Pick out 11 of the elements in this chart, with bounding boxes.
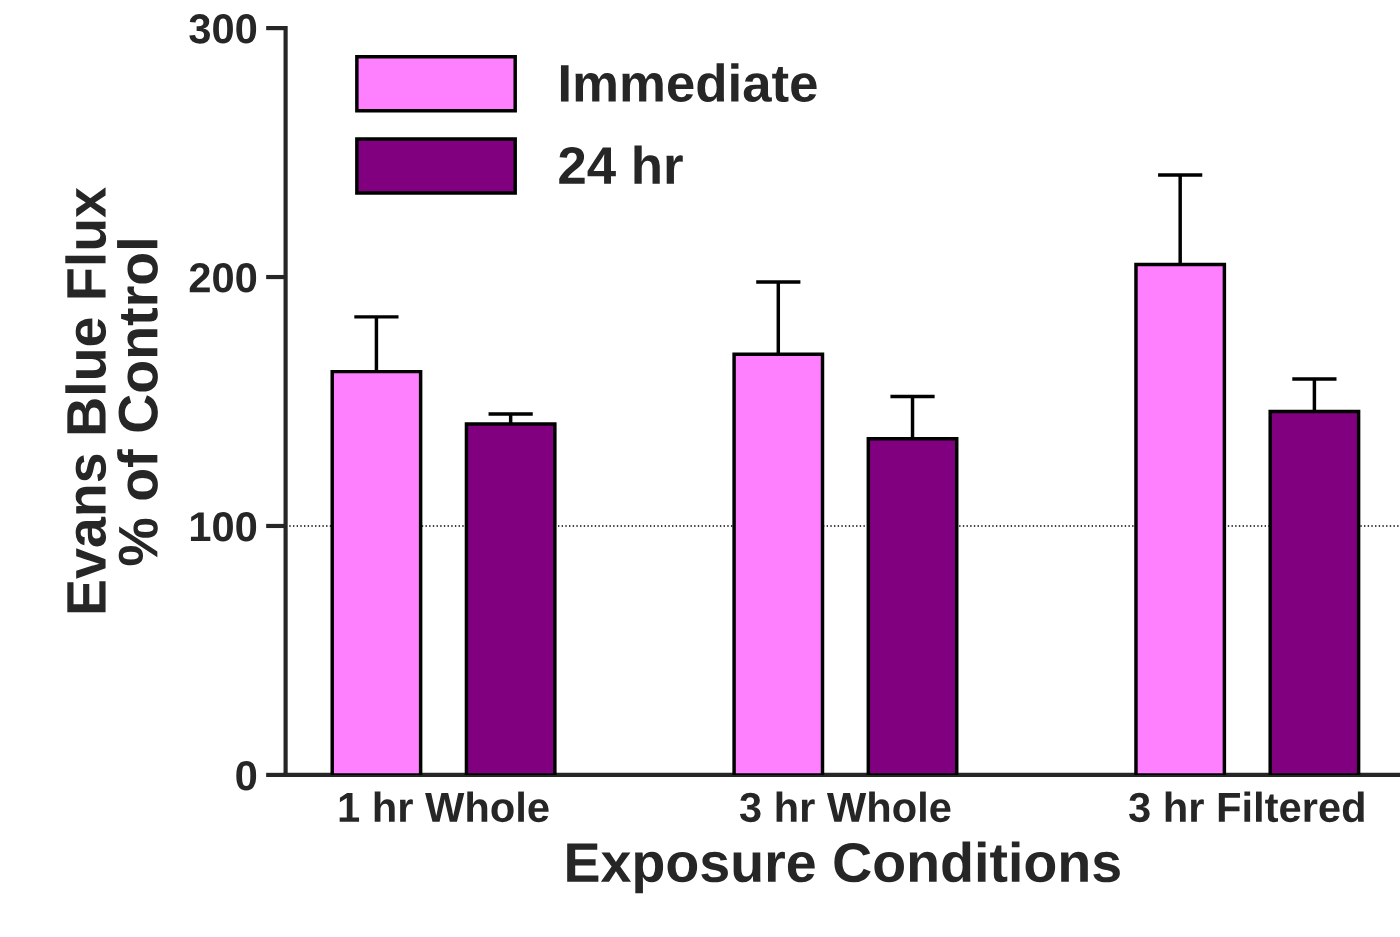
y-tick-label: 300 <box>189 14 257 44</box>
y-tick-label: 0 <box>236 760 257 791</box>
x-tick-label: 3 hr Filtered <box>1129 791 1364 823</box>
x-tick-label: 3 hr Whole <box>739 791 951 823</box>
legend-label: Immediate <box>560 63 817 103</box>
y-tick-label: 100 <box>190 511 257 542</box>
y-axis-title: Evans Blue Flux % of Control <box>65 187 158 613</box>
x-axis-title: Exposure Conditions <box>567 841 1120 894</box>
legend-label: 24 hr <box>559 145 683 184</box>
x-tick-label: 1 hr Whole <box>339 791 549 823</box>
y-tick-label: 200 <box>189 263 257 293</box>
